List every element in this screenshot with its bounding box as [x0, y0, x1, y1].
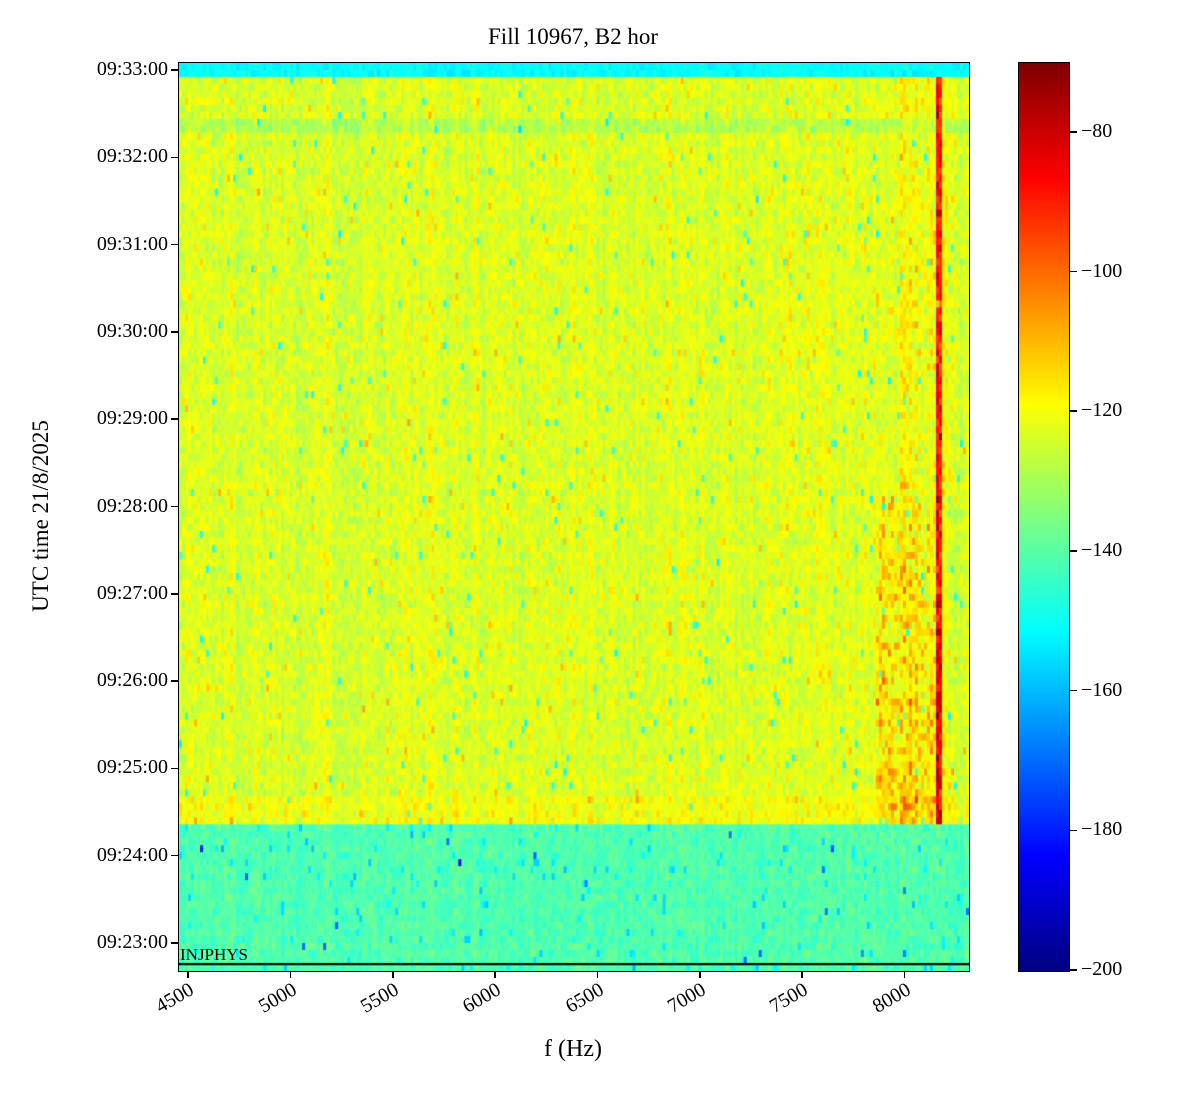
x-tick-label: 6000 [459, 978, 505, 1018]
colorbar-tick-label: −180 [1081, 818, 1123, 841]
spectrogram-canvas [179, 63, 969, 971]
plot-area: INJPHYS [178, 62, 970, 972]
y-axis-label: UTC time 21/8/2025 [28, 420, 53, 612]
x-tick-label: 7500 [766, 978, 812, 1018]
x-tick-label: 8000 [868, 978, 915, 1018]
y-tick-label: 09:30:00 [96, 319, 168, 342]
x-tick-label: 5500 [356, 978, 403, 1018]
x-tick-mark [494, 971, 496, 978]
y-tick-mark [171, 331, 178, 333]
colorbar-tick-mark [1070, 689, 1077, 692]
x-tick-label: 4500 [152, 978, 198, 1018]
x-tick-mark [187, 971, 189, 978]
colorbar [1018, 62, 1070, 972]
y-tick-mark [171, 505, 178, 508]
colorbar-tick-label: −80 [1081, 119, 1113, 142]
y-tick-label: 09:27:00 [96, 581, 168, 604]
colorbar-tick-mark [1070, 550, 1077, 552]
colorbar-tick-label: −160 [1081, 678, 1123, 701]
y-tick-label: 09:32:00 [96, 145, 168, 168]
y-tick-label: 09:25:00 [96, 756, 168, 779]
colorbar-tick-label: −200 [1081, 958, 1123, 980]
colorbar-tick-label: −140 [1081, 538, 1123, 561]
y-tick-label: 09:23:00 [96, 931, 168, 953]
x-tick-label: 7000 [663, 978, 710, 1018]
x-tick-mark [392, 971, 394, 978]
y-tick-mark [171, 854, 178, 857]
x-tick-mark [699, 971, 701, 978]
colorbar-tick-mark [1070, 270, 1077, 273]
x-tick-label: 5000 [254, 978, 301, 1018]
colorbar-tick-mark [1070, 829, 1077, 832]
colorbar-canvas [1019, 63, 1069, 971]
chart-title: Fill 10967, B2 hor [488, 24, 658, 49]
y-tick-mark [171, 680, 178, 682]
y-tick-label: 09:31:00 [96, 232, 168, 255]
x-tick-mark [289, 971, 292, 978]
y-tick-mark [171, 156, 178, 159]
y-tick-mark [171, 243, 178, 246]
beam-mode-annotation: INJPHYS [180, 945, 249, 964]
y-tick-mark [171, 69, 178, 71]
x-tick-mark [596, 971, 599, 978]
y-tick-label: 09:24:00 [96, 843, 168, 866]
colorbar-tick-label: −100 [1081, 259, 1123, 282]
y-tick-mark [171, 418, 178, 420]
y-tick-mark [171, 593, 178, 595]
x-tick-mark [903, 971, 906, 978]
x-axis-label: f (Hz) [544, 1036, 602, 1062]
y-tick-label: 09:33:00 [96, 58, 168, 80]
y-tick-mark [171, 942, 178, 944]
colorbar-tick-mark [1070, 969, 1077, 971]
y-tick-mark [171, 767, 178, 770]
y-tick-label: 09:29:00 [96, 407, 168, 430]
colorbar-tick-mark [1070, 131, 1077, 133]
y-tick-label: 09:26:00 [96, 669, 168, 692]
colorbar-tick-mark [1070, 410, 1077, 412]
x-tick-mark [801, 971, 803, 978]
x-tick-label: 6500 [561, 978, 608, 1018]
colorbar-tick-label: −120 [1081, 399, 1123, 422]
y-tick-label: 09:28:00 [96, 494, 168, 517]
